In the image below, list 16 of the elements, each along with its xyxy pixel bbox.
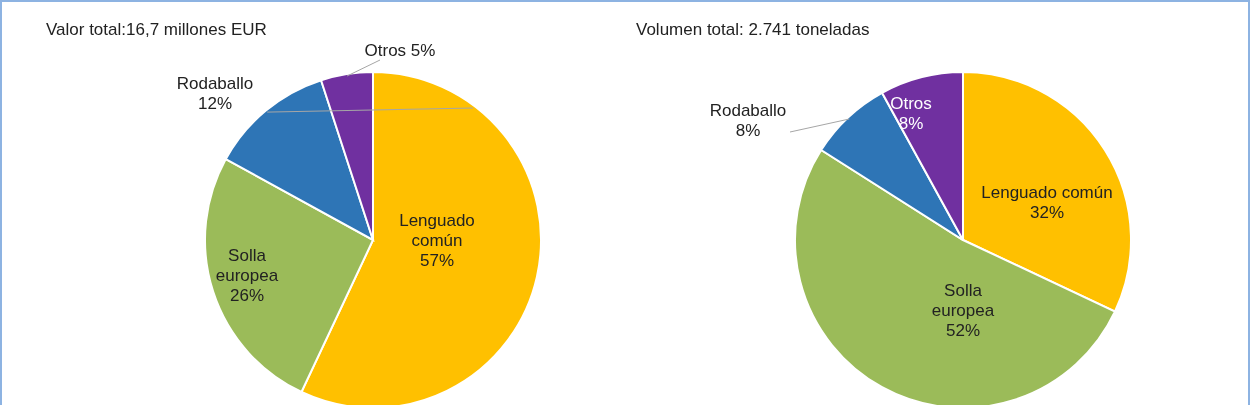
- data-label: 8%: [735, 120, 761, 140]
- slice-label: Otros 5%: [364, 40, 436, 60]
- chart-title: Volumen total: 2.741 toneladas: [636, 20, 870, 40]
- data-label: 12%: [197, 93, 233, 113]
- data-label: 32%: [1029, 202, 1065, 222]
- slice-label: Lenguado común: [399, 210, 475, 250]
- slice-label: Solla europea: [931, 280, 995, 320]
- chart-title: Valor total:16,7 millones EUR: [46, 20, 267, 40]
- data-label: 57%: [419, 250, 455, 270]
- slice-label: Otros: [890, 93, 932, 113]
- slice-label: Solla europea: [215, 245, 279, 285]
- slice-label: Rodaballo: [709, 100, 787, 120]
- data-label: 26%: [229, 285, 265, 305]
- data-label: 52%: [945, 320, 981, 340]
- slice-label: Rodaballo: [176, 73, 254, 93]
- slice-label: Lenguado común: [981, 182, 1113, 202]
